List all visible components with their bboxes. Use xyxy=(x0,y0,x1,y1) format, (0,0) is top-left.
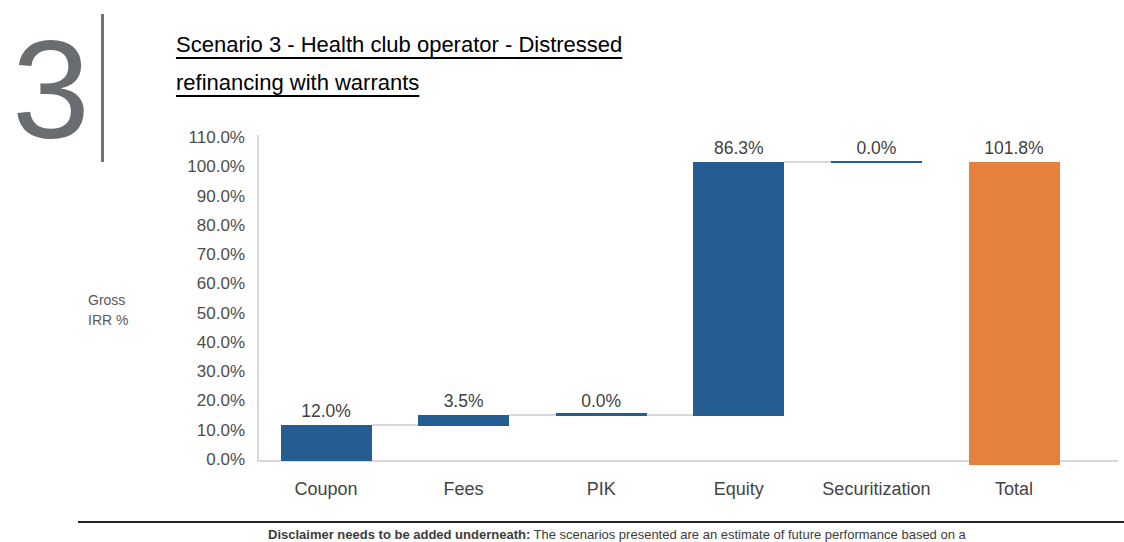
x-axis-category-label: Securitization xyxy=(806,478,946,500)
x-axis-category-label: PIK xyxy=(531,478,671,500)
y-axis-tick-label: 10.0% xyxy=(155,421,245,441)
slide-number: 3 xyxy=(12,20,90,160)
disclaimer-text: Disclaimer needs to be added underneath:… xyxy=(268,527,1124,542)
disclaimer-lead-in: Disclaimer needs to be added underneath: xyxy=(268,527,530,542)
waterfall-bar xyxy=(969,162,1060,465)
y-axis-tick-label: 40.0% xyxy=(155,333,245,353)
y-axis-tick-label: 110.0% xyxy=(155,128,245,148)
bar-value-label: 0.0% xyxy=(821,138,931,158)
waterfall-zero-marker xyxy=(831,161,922,164)
y-axis-title-line-1: Gross xyxy=(88,292,125,308)
bar-value-label: 12.0% xyxy=(271,401,381,421)
bar-value-label: 3.5% xyxy=(409,391,519,411)
x-axis-category-label: Total xyxy=(944,478,1084,500)
waterfall-bar xyxy=(418,415,509,426)
waterfall-connector xyxy=(509,414,556,416)
y-axis-title-line-2: IRR % xyxy=(88,312,128,328)
y-axis-tick-label: 0.0% xyxy=(155,450,245,470)
waterfall-zero-marker xyxy=(556,413,647,416)
y-axis-tick-label: 60.0% xyxy=(155,274,245,294)
chart-title-line-2: refinancing with warrants xyxy=(176,70,419,95)
y-axis-tick-label: 20.0% xyxy=(155,391,245,411)
y-axis-tick-label: 80.0% xyxy=(155,216,245,236)
waterfall-connector xyxy=(784,161,831,163)
y-axis-tick-label: 90.0% xyxy=(155,187,245,207)
x-axis-category-label: Coupon xyxy=(256,478,396,500)
slide-page: 3 Scenario 3 - Health club operator - Di… xyxy=(0,0,1124,542)
waterfall-bar xyxy=(693,162,784,416)
slide-number-divider xyxy=(101,14,104,162)
bar-value-label: 0.0% xyxy=(546,391,656,411)
bar-value-label: 86.3% xyxy=(684,138,794,158)
chart-title-line-1: Scenario 3 - Health club operator - Dist… xyxy=(176,32,622,57)
waterfall-bar xyxy=(281,425,372,461)
chart-title: Scenario 3 - Health club operator - Dist… xyxy=(176,26,816,102)
y-axis-tick-label: 30.0% xyxy=(155,362,245,382)
y-axis-tick-label: 70.0% xyxy=(155,245,245,265)
y-axis-title: Gross IRR % xyxy=(88,290,128,330)
y-axis-line xyxy=(257,135,259,461)
y-axis-tick-label: 50.0% xyxy=(155,304,245,324)
waterfall-connector xyxy=(647,414,694,416)
footer-divider xyxy=(78,521,1124,523)
disclaimer-body: The scenarios presented are an estimate … xyxy=(530,527,966,542)
x-axis-category-label: Equity xyxy=(669,478,809,500)
x-axis-category-label: Fees xyxy=(394,478,534,500)
bar-value-label: 101.8% xyxy=(959,138,1069,158)
waterfall-connector xyxy=(372,424,419,426)
y-axis-tick-label: 100.0% xyxy=(155,157,245,177)
